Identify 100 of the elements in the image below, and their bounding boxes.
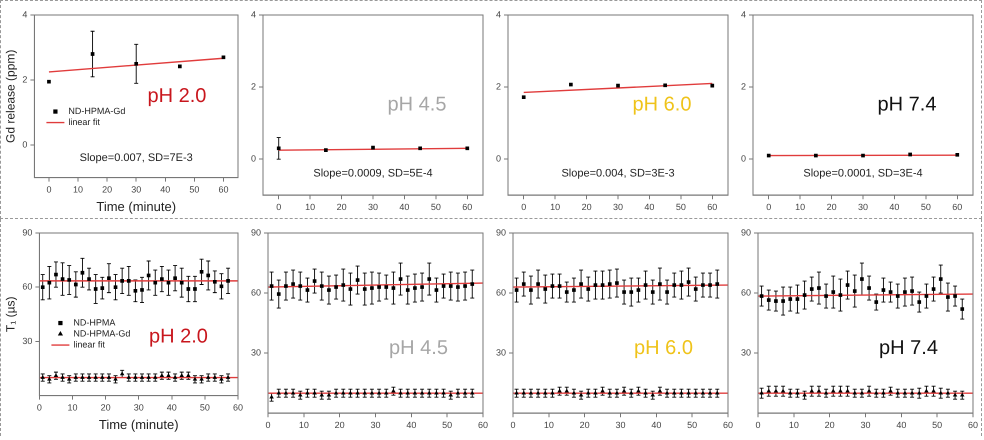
point (917, 300, 922, 304)
point (867, 286, 871, 290)
point (312, 279, 316, 283)
point (87, 277, 91, 281)
point (398, 390, 403, 394)
point (356, 278, 360, 282)
point (701, 283, 705, 287)
point (708, 283, 712, 287)
point (608, 390, 612, 394)
point (166, 280, 170, 285)
point (100, 374, 105, 379)
x-tick-label: 10 (544, 420, 554, 430)
point (557, 388, 562, 392)
point (470, 282, 474, 286)
point (866, 388, 872, 392)
y-tick-label: 60 (740, 288, 752, 298)
point (522, 95, 526, 100)
point (543, 287, 548, 291)
point (564, 290, 569, 294)
point (40, 285, 45, 290)
point (456, 390, 460, 394)
point (326, 392, 332, 396)
point (113, 376, 118, 381)
point (802, 293, 806, 297)
point (420, 285, 424, 289)
x-tick-label: 10 (298, 420, 309, 430)
point (140, 374, 144, 379)
point (426, 390, 432, 394)
point (172, 374, 178, 379)
point (536, 390, 540, 394)
x-tick-label: 60 (462, 202, 472, 212)
point (100, 286, 104, 290)
x-tick-label: 50 (430, 202, 441, 212)
point (680, 283, 684, 287)
point (434, 390, 439, 394)
point (392, 286, 396, 290)
x-tick-label: 0 (266, 420, 271, 430)
point (90, 52, 94, 56)
point (334, 285, 338, 289)
x-tick-label: 10 (550, 202, 560, 212)
point (327, 288, 331, 292)
y-tick-label: 90 (250, 227, 262, 238)
point (686, 280, 690, 284)
point (60, 277, 64, 281)
legend-label: linear fit (68, 117, 100, 128)
x-axis-title: Time (minute) (96, 198, 176, 214)
point (212, 374, 218, 379)
point (126, 374, 132, 379)
point (384, 285, 388, 289)
x-tick-label: 30 (858, 202, 868, 212)
point (795, 390, 800, 394)
x-tick-label: 40 (896, 420, 906, 430)
point (932, 287, 936, 291)
point (860, 390, 864, 394)
point (564, 388, 570, 392)
point (938, 277, 943, 281)
y-tick-label: 4 (22, 9, 28, 20)
y-tick-label: 2 (250, 82, 256, 92)
x-tick-label: 10 (73, 184, 84, 194)
annotation: Slope=0.004, SD=3E-3 (561, 168, 675, 180)
point (686, 390, 691, 394)
point (199, 376, 204, 381)
x-tick-label: 40 (406, 420, 416, 430)
point (700, 390, 706, 394)
x-tick-label: 20 (102, 184, 112, 194)
point (173, 276, 177, 280)
x-tick-label: 10 (68, 402, 78, 412)
point (377, 285, 381, 289)
point (708, 390, 712, 394)
point (715, 282, 720, 286)
point (219, 376, 224, 381)
annotation: pH 4.5 (389, 336, 448, 359)
point (629, 290, 634, 294)
point (658, 388, 662, 392)
point (384, 390, 389, 394)
point (66, 376, 72, 381)
point (766, 388, 772, 392)
x-tick-label: 60 (218, 184, 228, 194)
point (614, 390, 620, 394)
point (924, 294, 928, 298)
point (629, 390, 634, 394)
annotation: pH 6.0 (632, 94, 692, 116)
x-tick-label: 50 (200, 402, 210, 412)
point (846, 283, 850, 287)
point (946, 390, 950, 394)
point (636, 288, 640, 292)
point (134, 62, 138, 66)
point (831, 388, 836, 392)
y-tick-label: 2 (740, 82, 746, 92)
x-tick-label: 40 (889, 202, 900, 212)
point (348, 390, 353, 394)
x-tick-label: 50 (189, 184, 200, 194)
point (160, 277, 164, 281)
point (67, 278, 72, 282)
y-tick-label: 2 (22, 74, 28, 85)
x-tick-label: 10 (795, 202, 806, 212)
point (226, 374, 230, 379)
y-tick-label: 0 (250, 154, 256, 164)
y-tick-label: 2 (496, 82, 502, 92)
point (931, 388, 936, 392)
